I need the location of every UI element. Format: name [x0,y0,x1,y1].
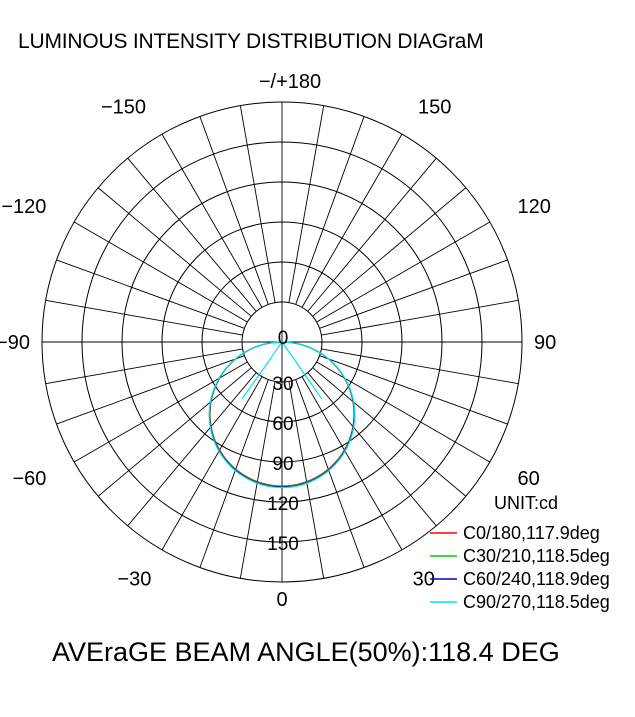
legend-entry: C60/240,118.9deg [463,569,610,589]
legend-entry: C90/270,118.5deg [463,592,610,612]
angle-labels: −/+180 −150 150 −120 120 −90 90 −60 60 −30 30 0 [0,71,556,611]
grid-circle [201,261,363,423]
angle-label: −90 [0,332,30,354]
grid-spoke [73,221,248,323]
legend: UNIT:cd C0/180,117.9deg C30/210,118.5deg C6… [430,493,610,612]
grid-spoke [127,372,257,527]
radial-tick-label: 120 [267,494,299,515]
grid-spoke [127,157,257,312]
grid-spoke [97,187,252,317]
radial-tick-label: 90 [272,454,293,475]
angle-label: 60 [518,468,540,490]
radial-tick-label: 30 [272,374,293,395]
polar-grid [41,101,523,583]
intensity-curves [208,341,356,489]
grid-spoke [56,355,245,425]
grid-spoke [295,116,365,305]
angle-label: −/+180 [259,71,321,93]
grid-spoke [97,367,252,497]
series-curve [208,341,356,489]
grid-spoke [56,259,245,329]
angle-label: −30 [117,568,151,590]
grid-spoke [319,259,508,329]
chart-title: LUMINOUS INTENSITY DISTRIBUTION DIAGraM [18,30,484,53]
grid-spoke [321,299,519,336]
legend-entry: C0/180,117.9deg [463,523,600,543]
grid-circle [41,101,523,583]
grid-spoke [161,376,263,551]
grid-spoke [288,381,325,579]
grid-spoke [161,133,263,308]
grid-spoke [239,381,276,579]
angle-label: 30 [413,568,435,590]
radial-tick-labels: 0 30 60 90 120 150 [267,328,299,555]
grid-circle [161,221,403,463]
grid-spoke [316,221,491,323]
angle-label: 90 [534,332,556,354]
grid-spoke [312,367,467,497]
radial-tick-label: 150 [267,534,299,555]
grid-circle [81,141,483,543]
grid-spoke [45,299,243,336]
grid-spoke [321,348,519,385]
angle-label: 120 [518,196,551,218]
unit-label: UNIT:cd [494,493,558,513]
grid-spoke [288,105,325,303]
grid-spoke [45,348,243,385]
grid-circle [241,301,323,383]
series-curve-segment [281,341,323,400]
grid-spoke [312,187,467,317]
grid-spoke [295,379,365,568]
grid-spoke [301,133,403,308]
angle-label: −150 [101,96,146,118]
grid-spoke [239,105,276,303]
grid-spoke [307,372,437,527]
grid-spoke [199,116,269,305]
legend-entry: C30/210,118.5deg [463,546,610,566]
average-beam-angle: AVEraGE BEAM ANGLE(50%):118.4 DEG [52,637,560,667]
angle-label: 150 [418,96,451,118]
grid-spoke [301,376,403,551]
radial-tick-label: 0 [278,328,289,349]
grid-spoke [319,355,508,425]
angle-label: 0 [276,589,287,611]
grid-circle [121,181,443,503]
angle-label: −60 [13,468,47,490]
series-curve-segment [241,341,283,400]
angle-label: −120 [1,196,46,218]
grid-spoke [199,379,269,568]
grid-spoke [307,157,437,312]
radial-tick-label: 60 [272,414,293,435]
